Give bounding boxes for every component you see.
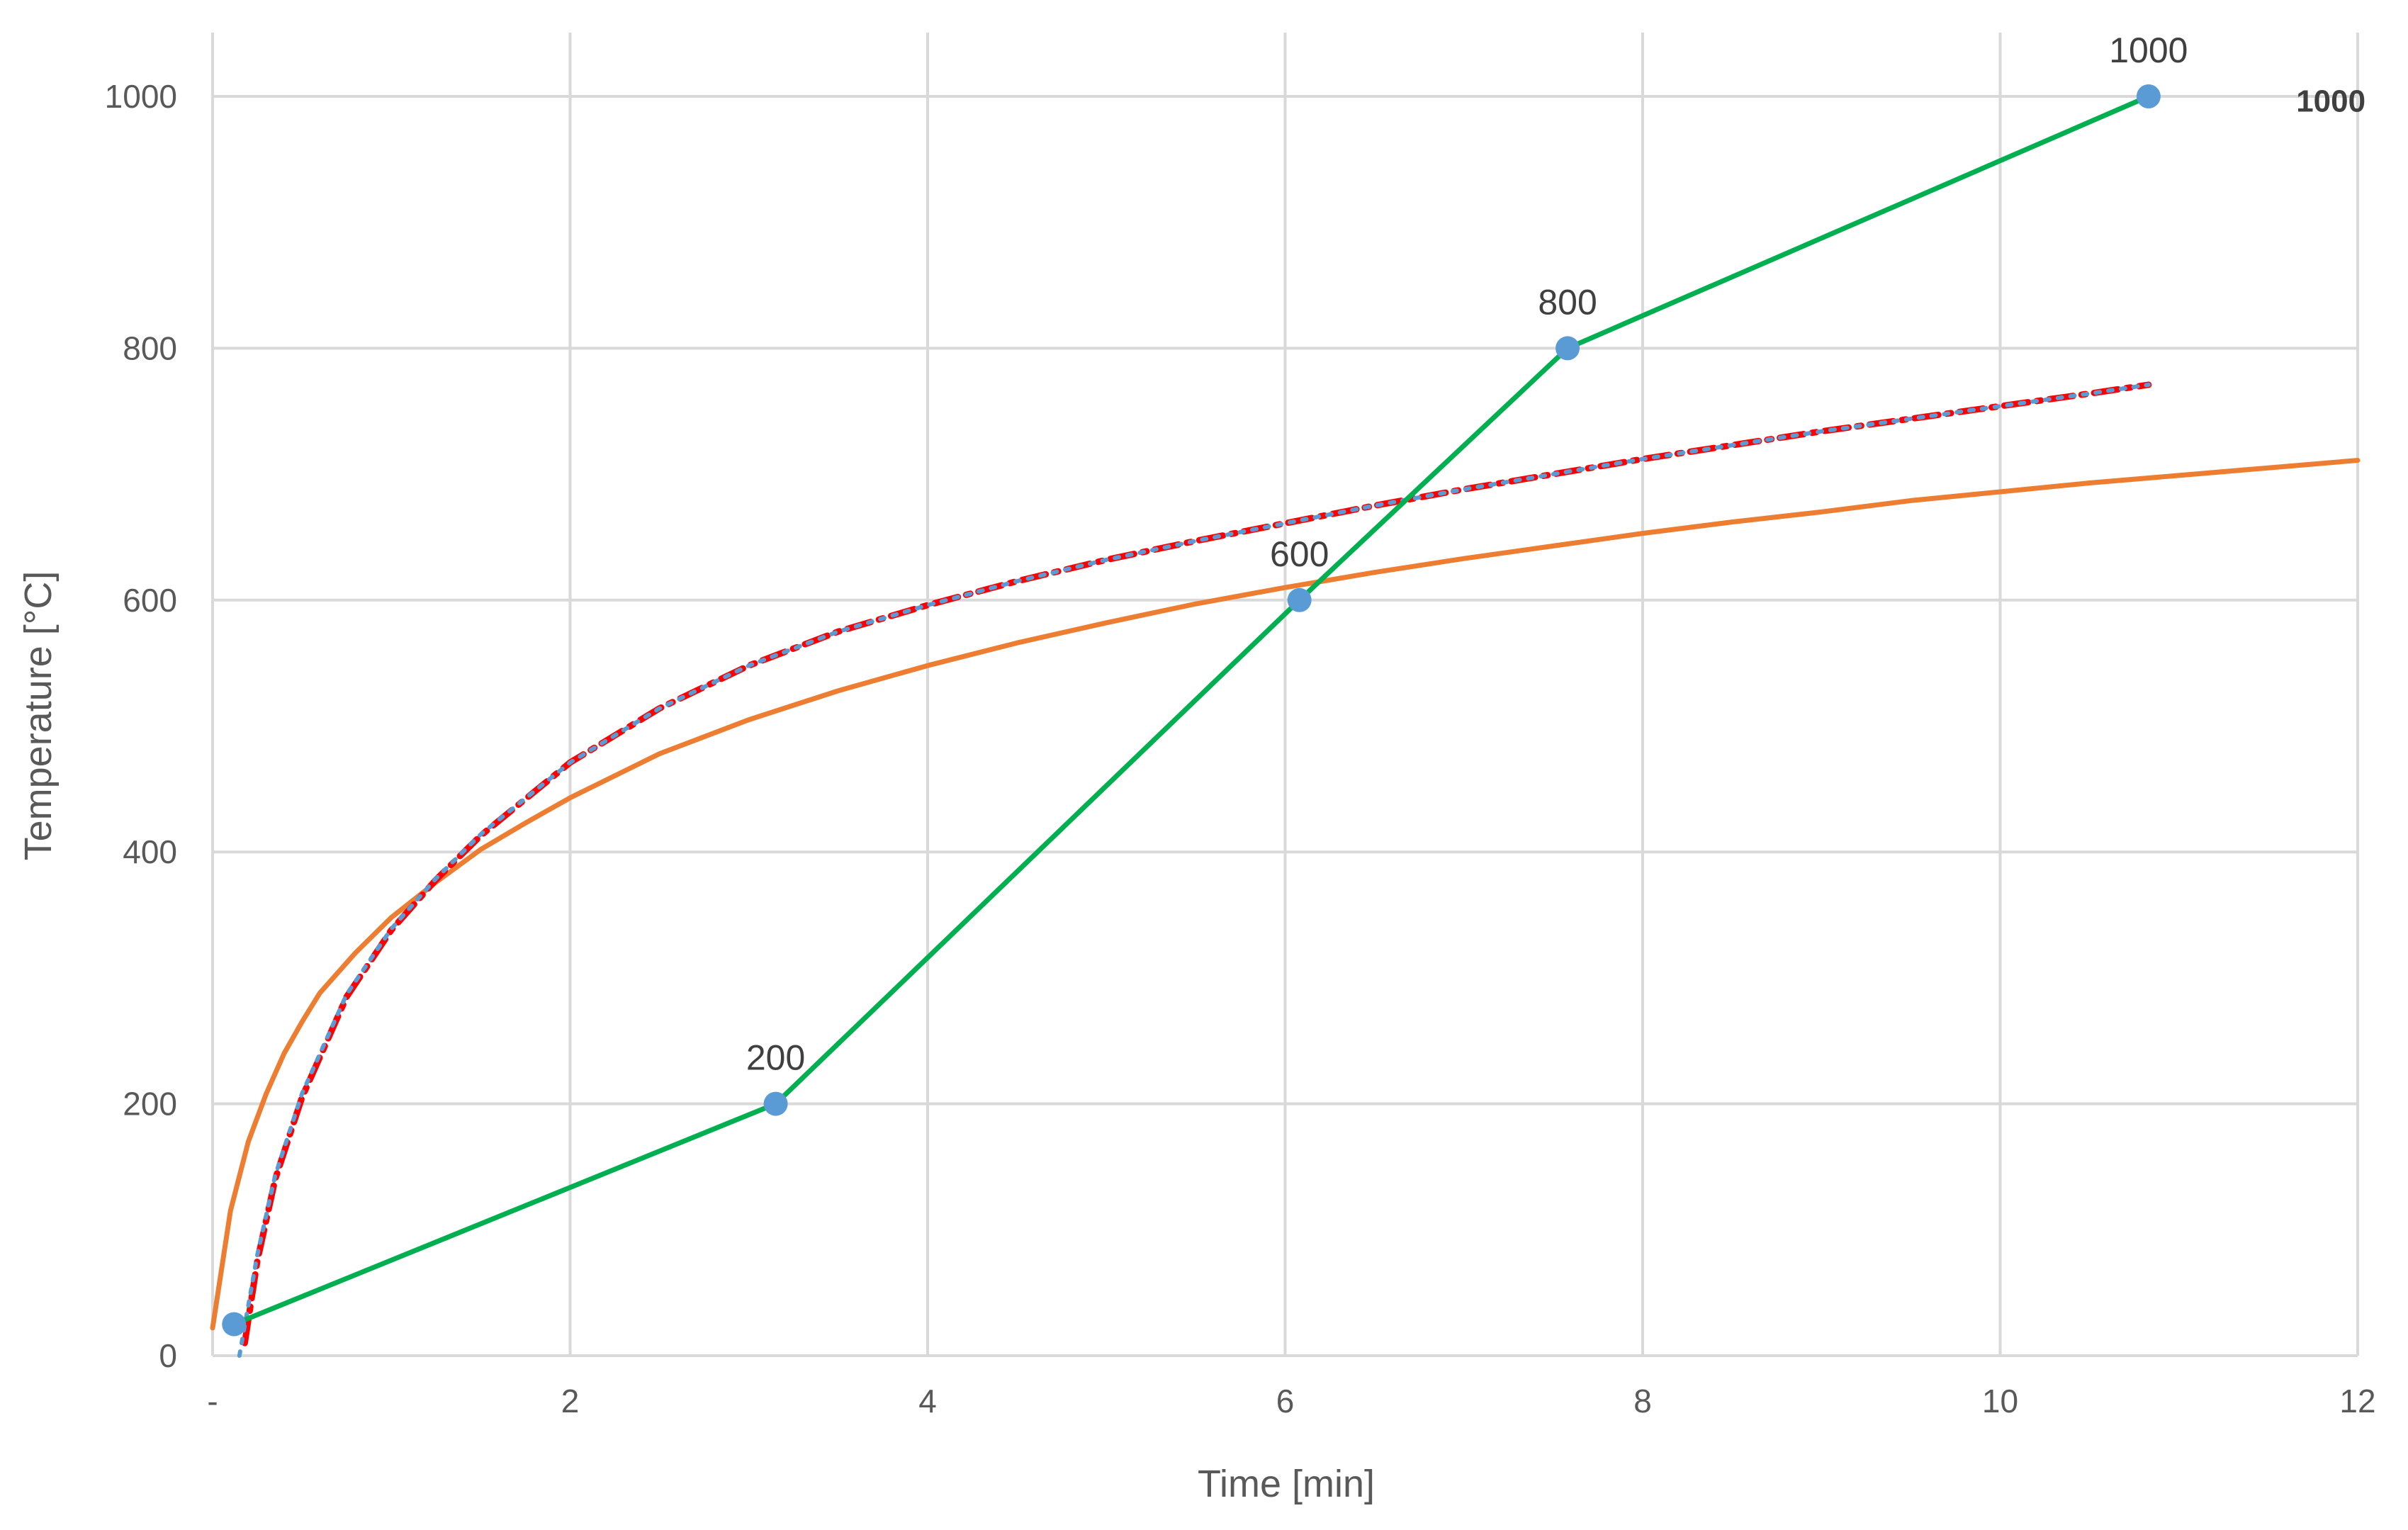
y-tick-label: 400 <box>123 833 177 870</box>
data-markers <box>222 84 2161 1337</box>
data-point-label: 800 <box>1538 282 1597 322</box>
annotation-label: 1000 <box>2296 84 2365 118</box>
data-point-label: 600 <box>1270 534 1329 574</box>
series-line-1 <box>210 458 2361 1331</box>
series-line-3 <box>237 382 2151 1358</box>
data-point-marker <box>1555 336 1580 361</box>
y-axis-label: Temperature [°C] <box>17 571 60 861</box>
data-point-label: 1000 <box>2109 30 2188 70</box>
data-point-marker <box>222 1312 247 1337</box>
y-tick-label: 800 <box>123 330 177 366</box>
y-tick-label: 0 <box>159 1337 177 1374</box>
x-axis-label: Time [min] <box>1198 1463 1375 1505</box>
x-tick-label: 4 <box>918 1383 937 1419</box>
x-tick-label: 12 <box>2339 1383 2375 1419</box>
data-point-marker <box>2136 84 2161 108</box>
data-point-marker <box>1287 587 1312 612</box>
series-line-2 <box>241 381 2152 1346</box>
y-tick-label: 200 <box>123 1086 177 1123</box>
axes: 0 200 400 600 800 1000 - 2 4 6 8 10 12 <box>105 78 2376 1419</box>
labels: Time [min] Temperature [°C] 200600800100… <box>17 30 2365 1505</box>
data-point-label: 200 <box>746 1038 805 1078</box>
y-tick-label: 1000 <box>105 78 177 115</box>
x-tick-label: 8 <box>1633 1383 1652 1419</box>
data-point-marker <box>763 1091 788 1116</box>
x-tick-label: - <box>207 1383 218 1419</box>
x-tick-label: 6 <box>1276 1383 1295 1419</box>
x-tick-label: 10 <box>1982 1383 2018 1419</box>
gridlines <box>211 33 2359 1356</box>
y-tick-label: 600 <box>123 582 177 619</box>
x-tick-label: 2 <box>561 1383 580 1419</box>
series-line-4 <box>231 94 2151 1327</box>
